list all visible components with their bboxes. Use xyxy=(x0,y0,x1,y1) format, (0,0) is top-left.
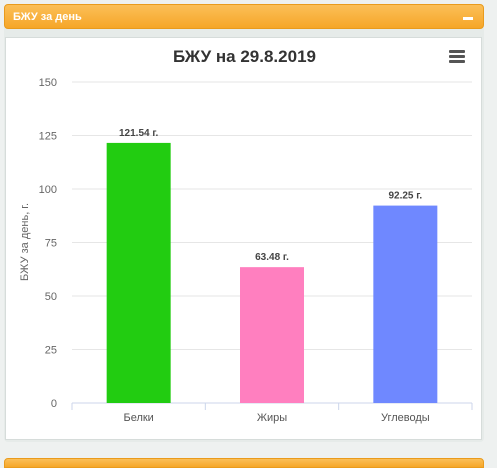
bar xyxy=(373,205,438,403)
y-tick-label: 100 xyxy=(39,184,57,196)
y-axis-title: БЖУ за день, г. xyxy=(19,203,31,281)
data-label: 121.54 г. xyxy=(119,128,159,139)
y-tick-label: 125 xyxy=(39,131,57,143)
y-tick-label: 0 xyxy=(51,398,57,410)
panel-header[interactable]: БЖУ за день xyxy=(4,4,484,29)
bar xyxy=(106,142,171,403)
y-tick-label: 25 xyxy=(45,345,57,357)
data-label: 63.48 г. xyxy=(255,252,289,263)
bar xyxy=(240,267,304,403)
chart-menu-icon[interactable] xyxy=(449,50,465,63)
panel-title: БЖУ за день xyxy=(13,11,82,23)
x-tick-label: Жиры xyxy=(257,412,287,424)
y-tick-label: 50 xyxy=(45,291,57,303)
data-label: 92.25 г. xyxy=(388,191,422,202)
x-tick-label: Белки xyxy=(123,412,153,424)
y-tick-label: 150 xyxy=(39,77,57,89)
next-panel-header[interactable] xyxy=(4,458,484,468)
collapse-icon[interactable] xyxy=(463,17,473,20)
chart-title: БЖУ на 29.8.2019 xyxy=(173,47,316,66)
y-tick-label: 75 xyxy=(45,238,57,250)
x-tick-label: Углеводы xyxy=(381,412,430,424)
